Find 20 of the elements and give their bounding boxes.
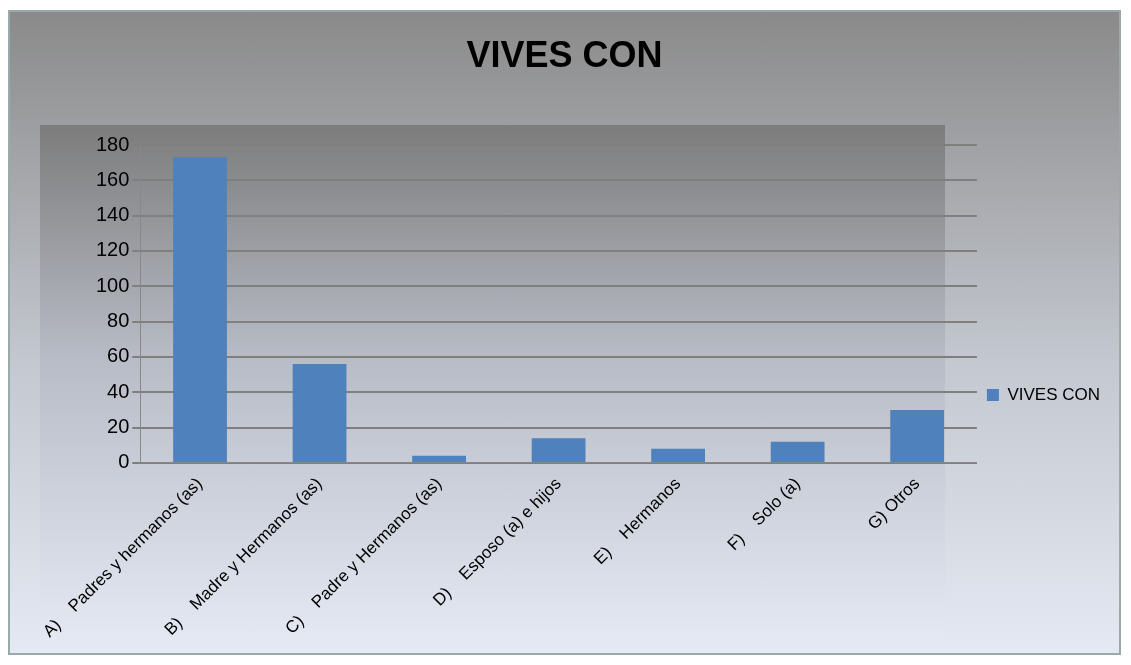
y-tick-label: 160 (95, 167, 130, 190)
bar (531, 438, 586, 462)
y-tick-label: 100 (95, 273, 130, 296)
y-tick-label: 180 (95, 132, 130, 155)
y-tick-label: 80 (107, 309, 130, 332)
x-tick-label: F) Solo (a) (723, 473, 804, 555)
y-tick-label: 140 (95, 203, 130, 226)
bar (412, 455, 466, 462)
y-tick-label: 40 (107, 379, 130, 402)
chart-title: VIVES CON (465, 34, 664, 76)
legend-label: VIVES CON (1007, 384, 1101, 404)
bar (173, 157, 227, 462)
bar (770, 441, 825, 462)
y-tick-label: 20 (107, 415, 130, 438)
y-tick-label: 0 (118, 450, 130, 473)
bar (292, 364, 347, 462)
y-tick-label: 120 (95, 238, 130, 261)
bar (651, 448, 706, 462)
bar (890, 409, 945, 462)
y-tick-label: 60 (107, 344, 130, 367)
